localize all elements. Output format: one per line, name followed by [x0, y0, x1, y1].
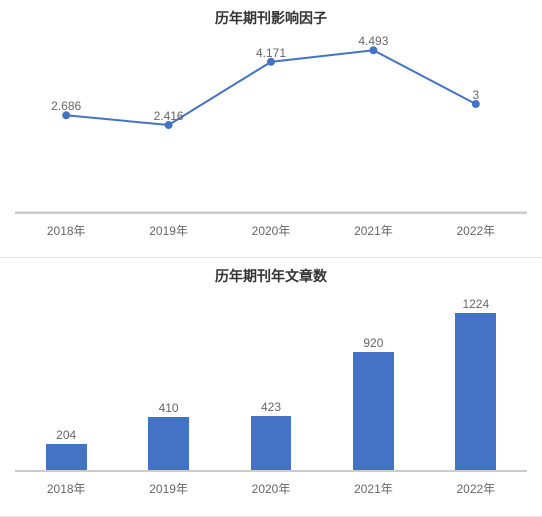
x-tick: 2021年	[322, 213, 424, 247]
x-tick: 2021年	[322, 471, 424, 505]
x-axis: 2018年2019年2020年2021年2022年	[15, 212, 527, 247]
data-label: 2.686	[51, 99, 81, 113]
bar	[353, 352, 394, 470]
data-label: 423	[261, 400, 281, 414]
x-tick: 2018年	[15, 213, 117, 247]
x-tick: 2019年	[117, 213, 219, 247]
charts-container: 历年期刊影响因子 2.6862.4164.1714.4933 2018年2019…	[0, 0, 542, 517]
data-label: 410	[159, 401, 179, 415]
bar-plot-area: 204 410 423 920 1224	[15, 290, 527, 470]
chart-title: 历年期刊年文章数	[0, 258, 542, 290]
data-label: 4.171	[256, 46, 286, 60]
data-label: 2.416	[154, 109, 184, 123]
x-tick: 2020年	[220, 471, 322, 505]
x-tick: 2022年	[425, 213, 527, 247]
bar	[455, 313, 496, 470]
x-tick: 2018年	[15, 471, 117, 505]
data-label: 4.493	[358, 34, 388, 48]
data-label: 1224	[462, 297, 489, 311]
line-plot-area: 2.686 2.416 4.171 4.493 3	[15, 32, 527, 212]
bar	[46, 444, 87, 470]
x-tick: 2020年	[220, 213, 322, 247]
article-count-chart: 历年期刊年文章数 204 410 423 920 1224 2018年2019年2020…	[0, 258, 542, 517]
bar	[148, 417, 189, 470]
data-label: 204	[56, 428, 76, 442]
chart-title: 历年期刊影响因子	[0, 0, 542, 32]
x-tick: 2022年	[425, 471, 527, 505]
data-label: 920	[363, 336, 383, 350]
data-label: 3	[472, 88, 479, 102]
x-axis: 2018年2019年2020年2021年2022年	[15, 470, 527, 505]
x-tick: 2019年	[117, 471, 219, 505]
impact-factor-chart: 历年期刊影响因子 2.686 2.416 4.171 4.493 3 2018年2019…	[0, 0, 542, 258]
bar	[251, 416, 292, 470]
